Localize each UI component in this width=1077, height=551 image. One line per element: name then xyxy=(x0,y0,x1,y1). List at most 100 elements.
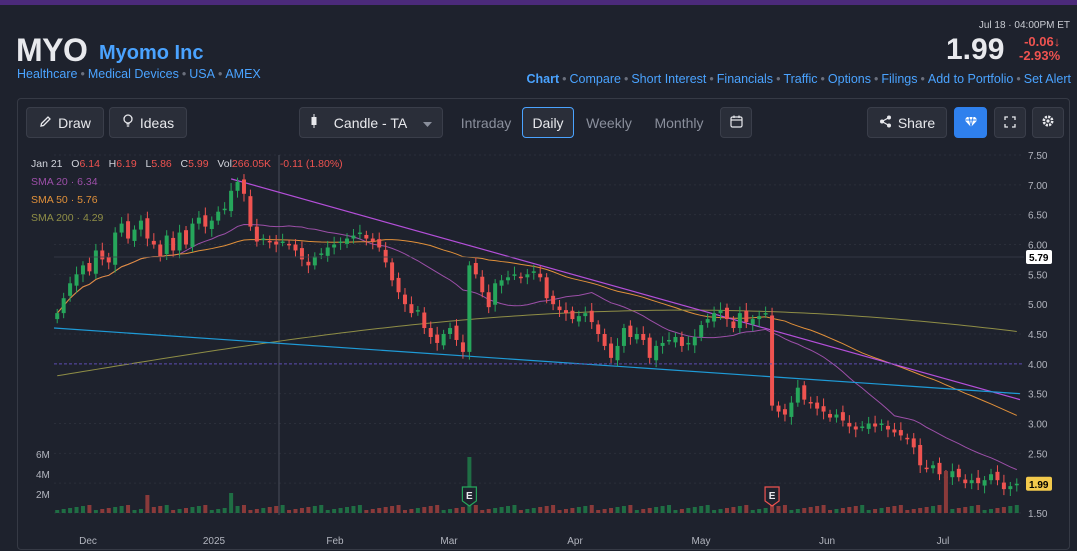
candle-body xyxy=(261,238,266,241)
nav-short-interest[interactable]: Short Interest xyxy=(631,72,707,86)
volume-bar xyxy=(87,505,92,513)
volume-bar xyxy=(544,506,549,513)
nav-chart[interactable]: Chart xyxy=(526,72,560,86)
nav-compare[interactable]: Compare xyxy=(569,72,621,86)
volume-bar xyxy=(679,509,684,513)
price-chart[interactable]: 7.50 7.00 6.50 6.00 5.50 5.00 4.50 4.00 3.50 3.00… xyxy=(18,145,1069,549)
candle-body xyxy=(229,190,234,212)
candle-body xyxy=(628,325,633,337)
candle-body xyxy=(1001,482,1006,490)
volume-bar xyxy=(467,457,472,513)
candle-body xyxy=(989,474,994,481)
fullscreen-icon xyxy=(1004,115,1016,131)
candle-body xyxy=(377,239,382,248)
volume-bar xyxy=(422,507,427,513)
calendar-button[interactable] xyxy=(720,107,752,138)
candle-body xyxy=(596,324,601,334)
candle-body xyxy=(847,422,852,427)
candle-body xyxy=(699,325,704,337)
tab-daily[interactable]: Daily xyxy=(522,107,574,138)
ideas-button[interactable]: Ideas xyxy=(109,107,187,138)
volume-bar xyxy=(866,510,871,513)
candle-body xyxy=(448,328,453,334)
candle-body xyxy=(686,342,691,345)
candle-body xyxy=(171,237,176,251)
nav-options[interactable]: Options xyxy=(827,72,871,86)
industry-link[interactable]: Medical Devices xyxy=(87,67,179,81)
candle-body xyxy=(641,334,646,340)
premium-button[interactable] xyxy=(954,107,987,138)
volume-bar xyxy=(873,509,878,513)
candle-body xyxy=(473,262,478,275)
nav-filings[interactable]: Filings xyxy=(881,72,918,86)
high-label: H xyxy=(108,158,117,170)
candle-body xyxy=(615,345,620,361)
volume-bar xyxy=(776,506,781,513)
volume-bar xyxy=(724,508,729,513)
nav-traffic[interactable]: Traffic xyxy=(783,72,818,86)
candle-body xyxy=(299,248,304,260)
sma200-legend: SMA 200 · 4.29 xyxy=(31,212,104,224)
tab-weekly[interactable]: Weekly xyxy=(586,114,632,131)
fullscreen-button[interactable] xyxy=(994,107,1026,138)
candle-body xyxy=(467,265,472,352)
volume-bar xyxy=(1014,505,1019,513)
y-tick-label: 3.00 xyxy=(1028,420,1048,431)
candle-body xyxy=(634,334,639,340)
price-axis-label-bg xyxy=(1026,476,1052,491)
candle-body xyxy=(113,232,118,265)
candle-body xyxy=(254,226,259,242)
volume-bar xyxy=(235,506,240,513)
candle-body xyxy=(460,342,465,352)
volume-bar xyxy=(473,505,478,513)
volume-bar xyxy=(943,471,948,513)
settings-button[interactable] xyxy=(1032,107,1064,138)
candle-body xyxy=(293,244,298,251)
candle-body xyxy=(937,462,942,475)
volume-bar xyxy=(345,507,350,513)
volume-bar xyxy=(396,505,401,513)
volume-bar xyxy=(287,510,292,513)
x-tick-label: May xyxy=(692,536,711,547)
candle-body xyxy=(905,437,910,440)
candle-body xyxy=(196,217,201,224)
candle-body xyxy=(782,409,787,415)
candle-body xyxy=(609,343,614,358)
support-trendline xyxy=(53,327,1021,395)
nav-add-to-portfolio[interactable]: Add to Portfolio xyxy=(927,72,1014,86)
volume-bar xyxy=(184,508,189,513)
candle-body xyxy=(506,277,511,281)
x-tick-label: Dec xyxy=(79,536,97,547)
volume-bar xyxy=(963,507,968,513)
volume-bar xyxy=(486,509,491,513)
volume-bar xyxy=(589,505,594,513)
candle-body xyxy=(132,229,137,241)
candle-body xyxy=(441,334,446,346)
volume-bar xyxy=(55,510,60,513)
volume-bar xyxy=(737,506,742,513)
country-link[interactable]: USA xyxy=(189,67,215,81)
company-meta-links: Healthcare • Medical Devices • USA • AMEX xyxy=(17,67,261,81)
sector-link[interactable]: Healthcare xyxy=(17,67,78,81)
chart-panel: Draw Ideas Candle - TA Intraday Daily We… xyxy=(17,98,1070,550)
nav-financials[interactable]: Financials xyxy=(716,72,774,86)
share-button[interactable]: Share xyxy=(867,107,947,138)
quote-nav: Chart • Compare • Short Interest • Financials •… xyxy=(526,72,1071,86)
tab-monthly[interactable]: Monthly xyxy=(654,114,704,131)
company-name-link[interactable]: Myomo Inc xyxy=(99,42,204,64)
volume-bar xyxy=(229,493,234,513)
chart-type-select[interactable]: Candle - TA xyxy=(299,107,443,138)
volume-bar xyxy=(956,508,961,513)
candle-body xyxy=(911,438,916,448)
candle-icon xyxy=(310,114,318,131)
tab-intraday[interactable]: Intraday xyxy=(460,114,512,131)
draw-button[interactable]: Draw xyxy=(26,107,104,138)
nav-set-alert[interactable]: Set Alert xyxy=(1023,72,1071,86)
volume-bar xyxy=(815,506,820,513)
candle-body xyxy=(879,423,884,425)
exchange-link[interactable]: AMEX xyxy=(225,67,261,81)
earnings-marker-label: E xyxy=(466,491,473,502)
candle-body xyxy=(93,250,98,274)
earnings-marker xyxy=(461,486,477,507)
candle-body xyxy=(390,262,395,281)
